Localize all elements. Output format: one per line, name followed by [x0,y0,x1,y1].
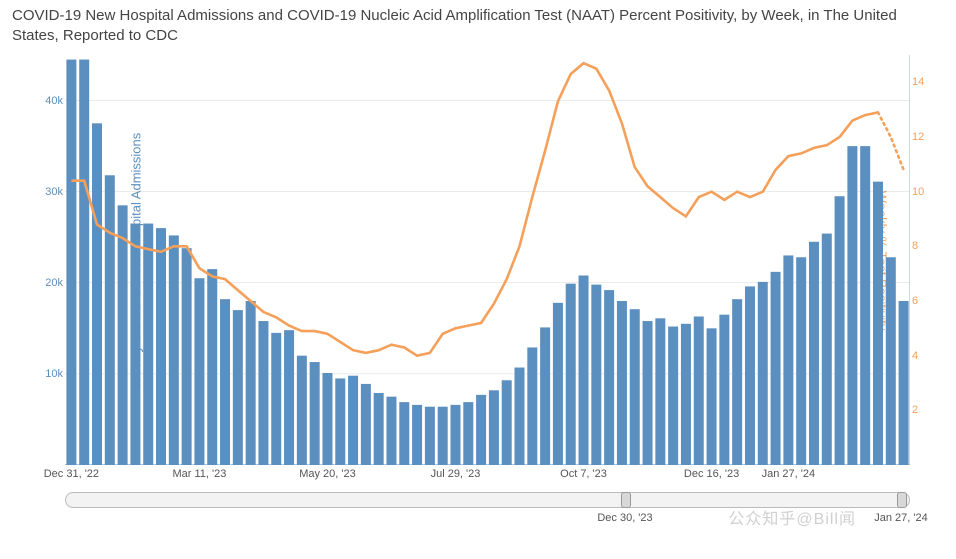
x-tick: Mar 11, '23 [172,468,226,480]
bar[interactable] [207,269,217,465]
bar[interactable] [118,205,128,465]
bar[interactable] [258,321,268,465]
scrubber-start-label: Dec 30, '23 [597,512,652,524]
x-tick: Dec 16, '23 [684,468,739,480]
bar[interactable] [271,333,281,465]
bar[interactable] [386,397,396,465]
y-right-tick: 6 [912,295,918,307]
y-axis-left-ticks: 10k 20k 30k 40k [35,55,63,465]
bar[interactable] [540,327,550,465]
bar[interactable] [873,182,883,465]
bar[interactable] [79,60,89,465]
bar[interactable] [655,318,665,465]
bar[interactable] [719,315,729,465]
bar[interactable] [297,356,307,465]
bar[interactable] [361,384,371,465]
bar[interactable] [527,347,537,465]
y-right-tick: 2 [912,404,918,416]
bar[interactable] [553,303,563,465]
positivity-line-forecast[interactable] [878,112,904,169]
bar[interactable] [745,286,755,465]
y-left-tick: 30k [45,186,63,198]
bar[interactable] [130,224,140,465]
bar[interactable] [668,327,678,465]
bar[interactable] [284,330,294,465]
bar[interactable] [66,60,76,465]
bar[interactable] [860,146,870,465]
bar[interactable] [489,390,499,465]
chart-title: COVID-19 New Hospital Admissions and COV… [12,6,944,45]
bar[interactable] [463,402,473,465]
y-left-tick: 40k [45,95,63,107]
bar[interactable] [681,324,691,465]
watermark-text: 公众知乎@Bill闻 [728,505,856,529]
bar[interactable] [194,278,204,465]
bar[interactable] [630,309,640,465]
scrubber-handle-left[interactable] [621,492,631,508]
bar[interactable] [899,301,909,465]
bar[interactable] [143,224,153,465]
bar[interactable] [732,299,742,465]
bar[interactable] [847,146,857,465]
bar[interactable] [233,310,243,465]
bar[interactable] [579,275,589,465]
bar[interactable] [412,405,422,465]
scrubber-handle-right[interactable] [897,492,907,508]
positivity-line[interactable] [71,63,878,356]
bar[interactable] [822,234,832,465]
x-tick: Oct 7, '23 [560,468,607,480]
scrubber-end-label: Jan 27, '24 [874,512,927,524]
x-axis-ticks: Dec 31, '22Mar 11, '23May 20, '23Jul 29,… [65,468,910,484]
bar[interactable] [835,196,845,465]
bar[interactable] [604,290,614,465]
bar[interactable] [886,257,896,465]
bar[interactable] [322,373,332,465]
bar[interactable] [809,242,819,465]
y-right-tick: 4 [912,350,918,362]
x-tick: May 20, '23 [299,468,356,480]
x-tick: Dec 31, '22 [44,468,99,480]
bar[interactable] [335,378,345,465]
bar[interactable] [643,321,653,465]
bar[interactable] [707,328,717,465]
bar[interactable] [105,175,115,465]
bar[interactable] [348,376,358,465]
bar[interactable] [182,248,192,465]
bar[interactable] [220,299,230,465]
y-right-tick: 10 [912,186,924,198]
bar[interactable] [617,301,627,465]
bar[interactable] [758,282,768,465]
bar[interactable] [771,272,781,465]
bar[interactable] [438,407,448,465]
chart-plot [65,55,910,465]
bar[interactable] [515,368,525,465]
bar[interactable] [425,407,435,465]
bar[interactable] [246,301,256,465]
bar[interactable] [694,316,704,465]
bar[interactable] [502,380,512,465]
bar[interactable] [783,255,793,465]
y-right-tick: 8 [912,240,918,252]
y-left-tick: 10k [45,368,63,380]
bar[interactable] [399,402,409,465]
y-axis-right-ticks: 2 4 6 8 10 12 14 [912,55,940,465]
bar[interactable] [476,395,486,465]
bar[interactable] [92,123,102,465]
bar[interactable] [566,284,576,465]
bar[interactable] [156,228,166,465]
bar[interactable] [591,285,601,465]
y-right-tick: 12 [912,131,924,143]
bar[interactable] [310,362,320,465]
bar[interactable] [796,257,806,465]
y-right-tick: 14 [912,76,924,88]
y-left-tick: 20k [45,277,63,289]
bar[interactable] [169,235,179,465]
bar[interactable] [450,405,460,465]
bar[interactable] [374,393,384,465]
x-tick: Jul 29, '23 [431,468,481,480]
x-tick: Jan 27, '24 [762,468,815,480]
